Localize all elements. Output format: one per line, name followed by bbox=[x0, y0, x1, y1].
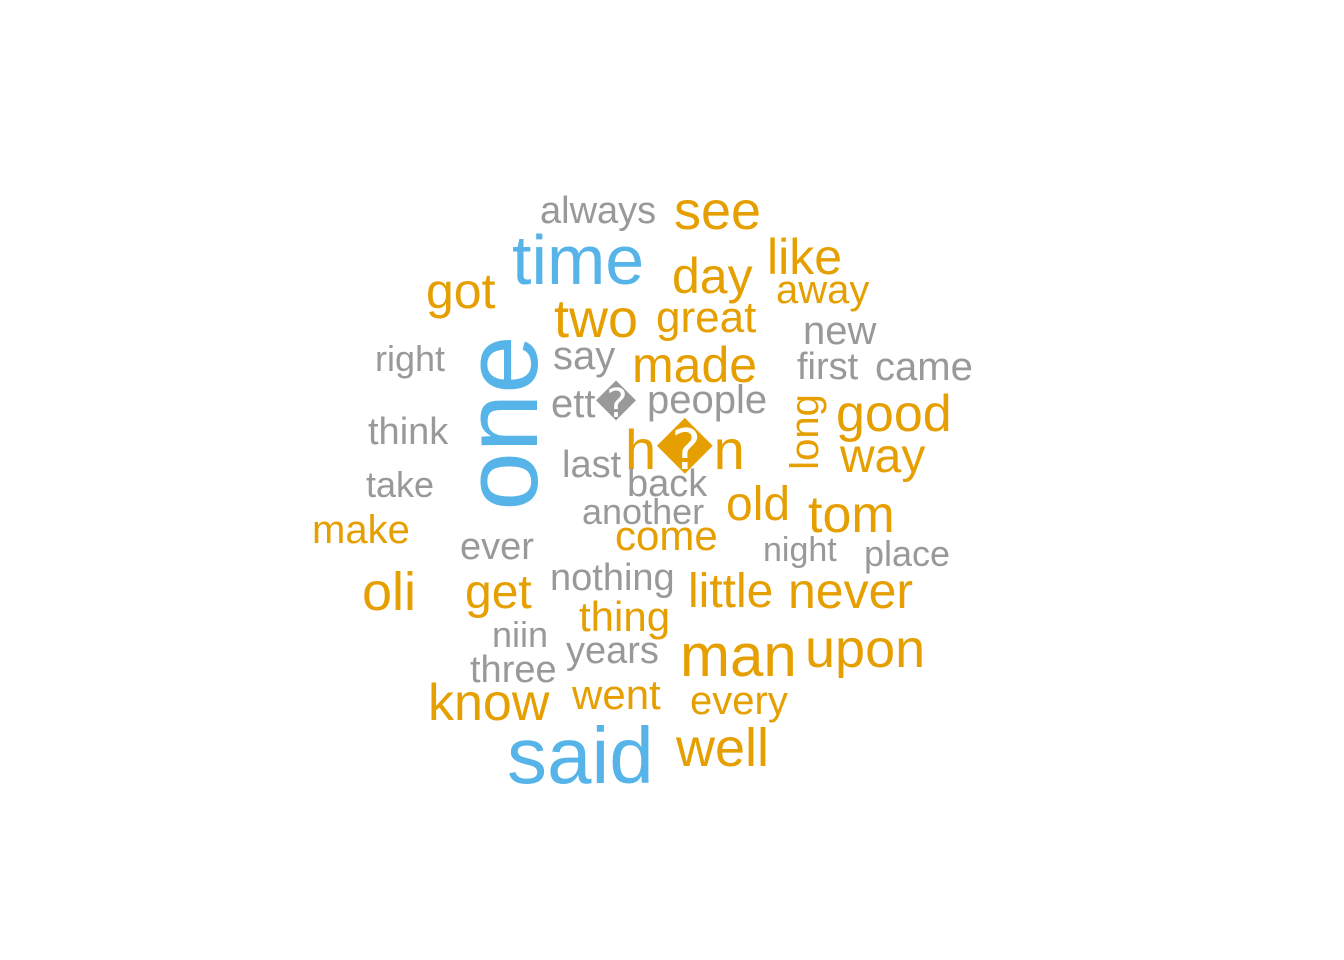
word-15: like bbox=[767, 229, 842, 285]
word-0: one bbox=[443, 335, 560, 510]
word-25: thing bbox=[579, 593, 670, 640]
word-23: come bbox=[615, 512, 718, 559]
word-42: years bbox=[566, 630, 659, 672]
word-24: went bbox=[571, 671, 661, 718]
word-47: take bbox=[366, 464, 434, 505]
word-29: long bbox=[783, 394, 827, 470]
word-37: last bbox=[562, 444, 622, 486]
word-45: niin bbox=[492, 614, 548, 655]
word-39: think bbox=[368, 411, 449, 453]
word-12: know bbox=[428, 674, 550, 732]
word-28: every bbox=[690, 679, 788, 723]
word-43: three bbox=[470, 649, 557, 691]
word-20: get bbox=[465, 566, 532, 619]
word-6: upon bbox=[805, 619, 925, 679]
word-8: well bbox=[675, 718, 769, 778]
word-27: make bbox=[312, 508, 410, 552]
word-19: little bbox=[688, 565, 773, 618]
word-14: day bbox=[672, 248, 753, 304]
word-30: people bbox=[647, 378, 767, 422]
word-41: ever bbox=[460, 526, 534, 568]
word-7: two bbox=[554, 289, 638, 349]
word-32: say bbox=[553, 334, 615, 378]
word-1: said bbox=[507, 711, 654, 800]
word-4: h�n bbox=[625, 417, 745, 481]
word-26: away bbox=[776, 268, 869, 312]
word-48: place bbox=[864, 533, 950, 574]
word-34: new bbox=[803, 309, 876, 353]
word-31: came bbox=[875, 345, 973, 389]
word-16: never bbox=[788, 563, 913, 619]
word-33: ett� bbox=[551, 380, 637, 426]
word-38: always bbox=[540, 190, 656, 232]
word-36: back bbox=[627, 463, 708, 505]
word-18: old bbox=[726, 478, 790, 531]
word-49: night bbox=[763, 531, 837, 569]
word-44: right bbox=[375, 338, 445, 379]
word-5: see bbox=[674, 181, 761, 241]
word-40: nothing bbox=[550, 557, 675, 599]
word-3: man bbox=[680, 622, 797, 689]
word-21: way bbox=[839, 430, 925, 483]
word-2: time bbox=[512, 221, 644, 299]
word-9: oli bbox=[362, 562, 416, 622]
word-17: made bbox=[632, 337, 757, 393]
word-46: another bbox=[582, 491, 704, 532]
word-11: good bbox=[836, 385, 952, 443]
word-35: first bbox=[797, 346, 859, 388]
word-10: tom bbox=[808, 486, 895, 544]
word-22: great bbox=[656, 293, 756, 342]
word-13: got bbox=[426, 263, 496, 319]
